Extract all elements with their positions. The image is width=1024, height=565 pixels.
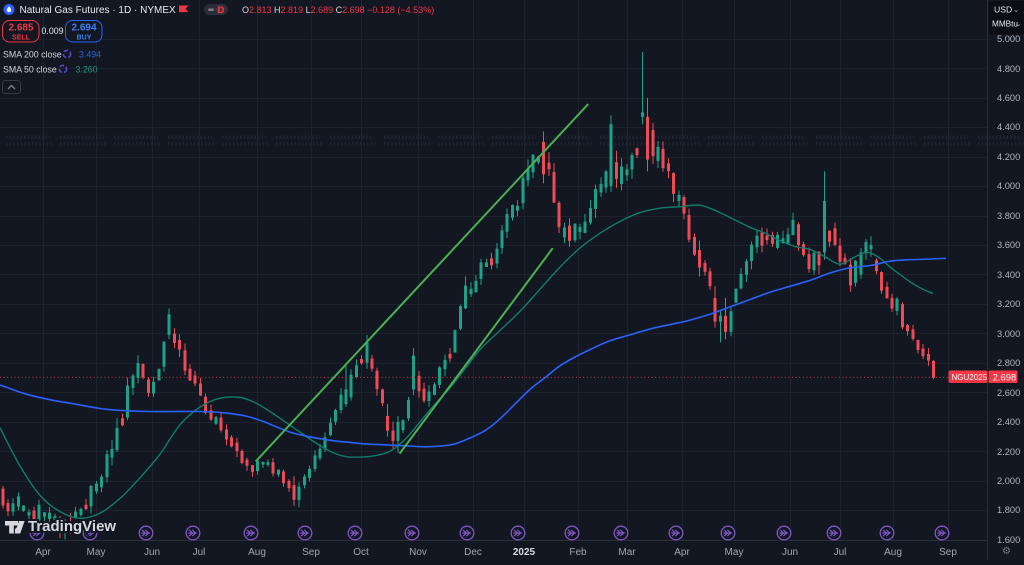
svg-text:2.000: 2.000 bbox=[997, 476, 1020, 486]
svg-text:Aug: Aug bbox=[884, 547, 902, 558]
svg-text:TradingView: TradingView bbox=[28, 518, 116, 535]
svg-text:Aug: Aug bbox=[248, 547, 266, 558]
svg-text:May: May bbox=[87, 547, 106, 558]
svg-text:Jul: Jul bbox=[193, 547, 206, 558]
svg-text:4.600: 4.600 bbox=[997, 93, 1020, 103]
svg-text:4.800: 4.800 bbox=[997, 64, 1020, 74]
svg-text:NGU2025: NGU2025 bbox=[952, 373, 988, 382]
svg-text:1.800: 1.800 bbox=[997, 505, 1020, 515]
svg-text:Oct: Oct bbox=[353, 547, 369, 558]
svg-text:2.200: 2.200 bbox=[997, 447, 1020, 457]
svg-text:Feb: Feb bbox=[569, 547, 587, 558]
svg-text:3.494: 3.494 bbox=[79, 50, 101, 60]
svg-text:May: May bbox=[725, 547, 744, 558]
svg-text:Nov: Nov bbox=[409, 547, 427, 558]
svg-text:2.685: 2.685 bbox=[8, 23, 33, 34]
svg-text:O2.813 H2.819 L2.689 C2.698 −0: O2.813 H2.819 L2.689 C2.698 −0.128 (−4.5… bbox=[242, 5, 434, 15]
svg-text:2.600: 2.600 bbox=[997, 388, 1020, 398]
svg-text:USD: USD bbox=[994, 5, 1012, 15]
svg-text:Apr: Apr bbox=[674, 547, 690, 558]
svg-text:Dec: Dec bbox=[464, 547, 482, 558]
svg-text:TradingView: TradingView bbox=[28, 518, 116, 535]
svg-text:2.698: 2.698 bbox=[993, 372, 1017, 383]
svg-text:⌄: ⌄ bbox=[1016, 21, 1022, 28]
svg-text:3.200: 3.200 bbox=[997, 299, 1020, 309]
svg-text:Jun: Jun bbox=[782, 547, 798, 558]
svg-text:1.600: 1.600 bbox=[997, 535, 1020, 545]
svg-text:D: D bbox=[218, 5, 225, 16]
svg-text:Jul: Jul bbox=[834, 547, 847, 558]
svg-text:3.800: 3.800 bbox=[997, 211, 1020, 221]
svg-text:⌄: ⌄ bbox=[1013, 5, 1019, 14]
svg-text:Natural Gas Futures · 1D · NYM: Natural Gas Futures · 1D · NYMEX bbox=[20, 5, 176, 16]
svg-text:SMA 200 close: SMA 200 close bbox=[3, 50, 62, 60]
svg-text:Mar: Mar bbox=[618, 547, 636, 558]
svg-text:⚙: ⚙ bbox=[1002, 546, 1011, 557]
svg-text:2025: 2025 bbox=[513, 547, 536, 558]
svg-text:3.400: 3.400 bbox=[997, 270, 1020, 280]
svg-text:3.260: 3.260 bbox=[76, 65, 98, 75]
svg-text:4.400: 4.400 bbox=[997, 122, 1020, 132]
svg-text:2.400: 2.400 bbox=[997, 417, 1020, 427]
svg-text:BUY: BUY bbox=[77, 35, 92, 42]
svg-text:Sep: Sep bbox=[939, 547, 957, 558]
svg-text:Sep: Sep bbox=[302, 547, 320, 558]
svg-text:Apr: Apr bbox=[35, 547, 51, 558]
svg-text:Jun: Jun bbox=[144, 547, 160, 558]
svg-text:0.009: 0.009 bbox=[41, 26, 63, 36]
svg-text:2.694: 2.694 bbox=[71, 23, 96, 34]
svg-text:4.000: 4.000 bbox=[997, 181, 1020, 191]
svg-text:SMA 50 close: SMA 50 close bbox=[3, 65, 57, 75]
svg-text:3.600: 3.600 bbox=[997, 240, 1020, 250]
svg-text:MMBtu: MMBtu bbox=[992, 20, 1018, 29]
svg-text:5.000: 5.000 bbox=[997, 34, 1020, 44]
svg-text:2.800: 2.800 bbox=[997, 358, 1020, 368]
svg-text:4.200: 4.200 bbox=[997, 152, 1020, 162]
svg-text:3.000: 3.000 bbox=[997, 329, 1020, 339]
svg-text:SELL: SELL bbox=[12, 35, 31, 42]
